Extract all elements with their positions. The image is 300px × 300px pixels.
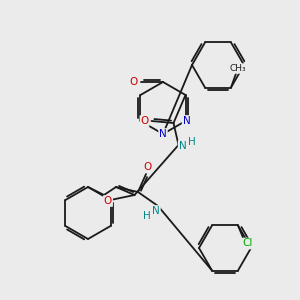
Text: Cl: Cl [243,238,253,248]
Text: N: N [159,129,167,139]
Text: N: N [178,141,186,151]
Text: N: N [183,116,190,126]
Text: O: O [130,77,138,87]
Text: H: H [143,211,151,221]
Text: O: O [140,116,148,126]
Text: CH₃: CH₃ [230,64,246,73]
Text: O: O [104,196,112,206]
Text: N: N [152,206,160,216]
Text: O: O [144,162,152,172]
Text: H: H [188,137,195,147]
